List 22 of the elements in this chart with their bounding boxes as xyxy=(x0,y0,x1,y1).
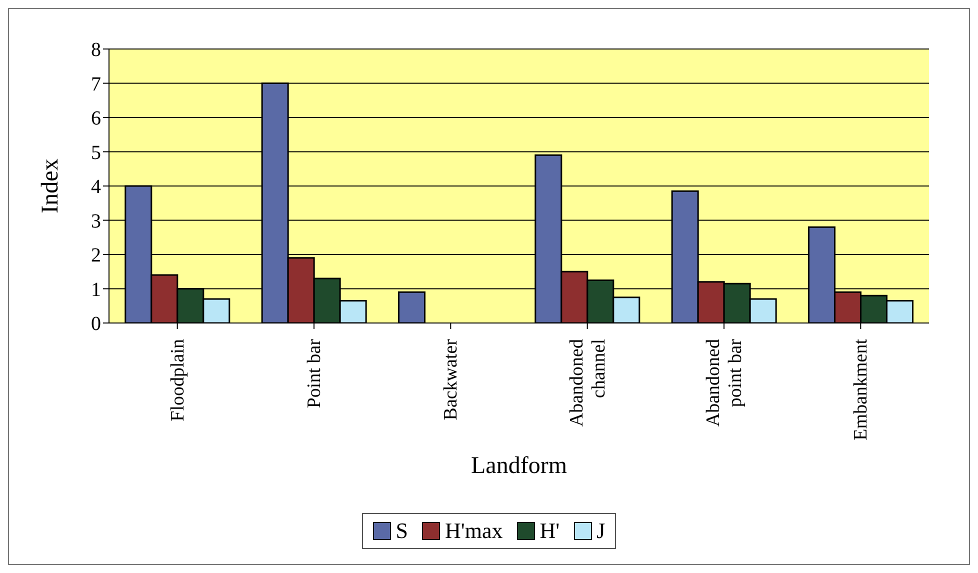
x-tick-label: Abandoned channel xyxy=(566,338,610,427)
y-tick-label: 1 xyxy=(91,278,101,301)
y-tick-label: 0 xyxy=(91,313,101,336)
legend-label: J xyxy=(596,518,606,544)
y-tick-label: 3 xyxy=(91,210,101,232)
y-tick-label: 6 xyxy=(91,108,101,130)
y-tick-label: 7 xyxy=(91,73,101,96)
y-axis-title: Index xyxy=(38,158,64,214)
x-axis-title: Landform xyxy=(471,453,568,479)
x-tick-label: Abandoned point bar xyxy=(703,338,746,427)
y-tick-label: 5 xyxy=(91,142,101,164)
bar xyxy=(398,291,426,323)
x-tick-label: Floodplain xyxy=(167,338,188,422)
legend-label: S xyxy=(394,518,408,544)
x-tick-label: Point bar xyxy=(304,338,325,408)
y-tick-label: 4 xyxy=(91,176,101,198)
y-tick-label: 2 xyxy=(91,244,101,267)
x-tick-label: Embankment xyxy=(850,338,872,440)
x-tick-label: Backwater xyxy=(440,338,462,420)
y-tick-label: 8 xyxy=(91,39,101,62)
legend-label: H'max xyxy=(444,518,503,544)
legend-label: H' xyxy=(538,518,560,544)
